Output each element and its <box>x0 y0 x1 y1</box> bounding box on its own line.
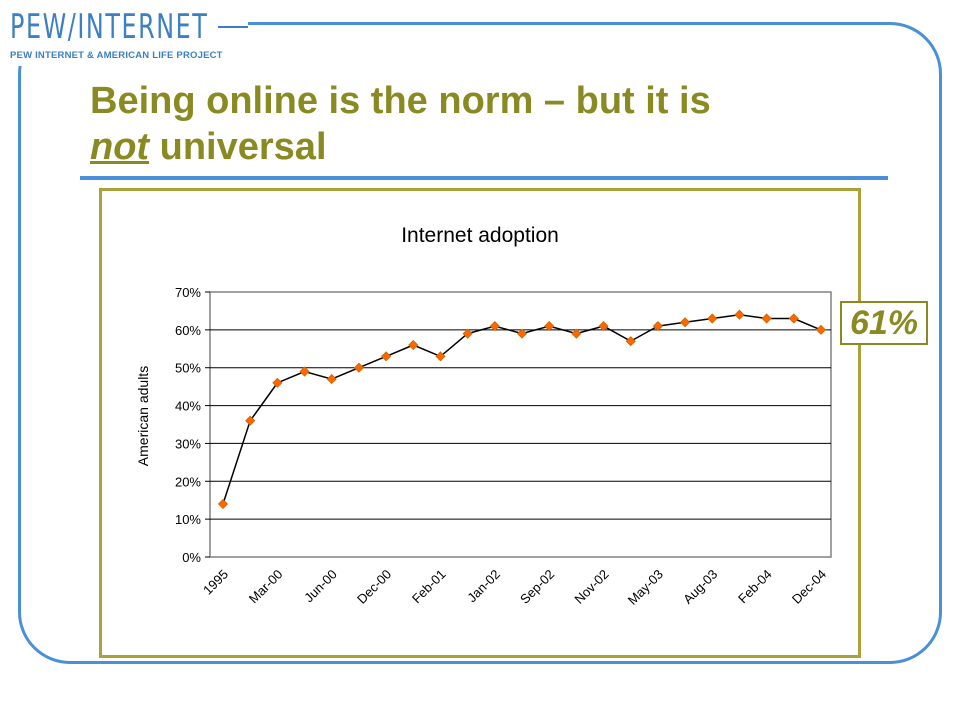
title-emphasis: not <box>90 126 150 168</box>
x-tick-label: May-03 <box>625 567 666 608</box>
data-point <box>680 317 691 328</box>
x-tick-label: Nov-02 <box>571 567 611 607</box>
slide-frame <box>18 22 942 664</box>
y-axis-label: American adults <box>135 366 151 466</box>
x-tick-label: Mar-00 <box>246 567 286 607</box>
data-point <box>217 498 229 510</box>
slide-title: Being online is the norm – but it is not … <box>90 78 890 170</box>
data-point <box>707 313 718 324</box>
x-tick-label: Sep-02 <box>517 567 557 607</box>
y-tick-label: 40% <box>175 399 201 414</box>
chart-title: Internet adoption <box>401 224 559 247</box>
data-point <box>598 321 609 332</box>
data-point <box>299 366 310 377</box>
x-tick-label: Feb-04 <box>735 567 775 607</box>
data-point <box>516 328 528 339</box>
data-point <box>245 415 256 426</box>
percentage-callout: 61% <box>840 301 928 345</box>
chart-container: Internet adoption American adults 0% 10% 2… <box>99 188 861 658</box>
plot-area: 0% 10% 20% 30% 40% 50% 60% 70% 1995 Mar-00 Jun-00 D… <box>175 285 832 608</box>
x-tick-label: Jun-00 <box>301 567 340 606</box>
pew-internet-logo: PEW/INTERNET PEW INTERNET & AMERICAN LIF… <box>8 6 248 66</box>
data-point <box>734 309 745 320</box>
data-point <box>435 351 446 362</box>
data-point <box>761 313 772 324</box>
title-underline <box>80 176 888 180</box>
data-point <box>353 362 364 373</box>
x-tick-label: Dec-04 <box>789 567 829 607</box>
data-point <box>462 328 473 339</box>
x-tick-label: Aug-03 <box>680 567 720 607</box>
data-point <box>571 328 582 339</box>
y-tick-label: 0% <box>182 550 201 565</box>
data-point <box>544 321 555 332</box>
y-tick-label: 20% <box>175 474 201 489</box>
data-point <box>326 374 337 385</box>
y-tick-label: 10% <box>175 512 201 527</box>
internet-adoption-chart: Internet adoption American adults 0% 10% 2… <box>135 224 832 608</box>
data-point <box>815 324 827 335</box>
data-point <box>489 321 500 332</box>
data-point <box>272 377 283 388</box>
data-point <box>625 336 636 347</box>
data-point <box>788 313 799 324</box>
x-tick-label: 1995 <box>200 567 231 598</box>
y-tick-label: 50% <box>175 361 201 376</box>
x-tick-label: Jan-02 <box>464 567 503 606</box>
data-point <box>652 321 663 332</box>
logo-rule <box>218 26 248 28</box>
y-tick-label: 30% <box>175 436 201 451</box>
y-tick-label: 70% <box>175 285 201 300</box>
title-part-2: universal <box>149 126 327 168</box>
logo-subtitle: PEW INTERNET & AMERICAN LIFE PROJECT <box>10 50 223 61</box>
data-point <box>408 339 419 351</box>
data-point <box>381 351 392 362</box>
y-tick-label: 60% <box>175 323 201 338</box>
x-tick-label: Dec-00 <box>354 567 394 607</box>
x-tick-label: Feb-01 <box>409 567 449 607</box>
logo-wordmark: PEW/INTERNET <box>10 7 209 47</box>
title-part-1: Being online is the norm – but it is <box>90 80 711 122</box>
